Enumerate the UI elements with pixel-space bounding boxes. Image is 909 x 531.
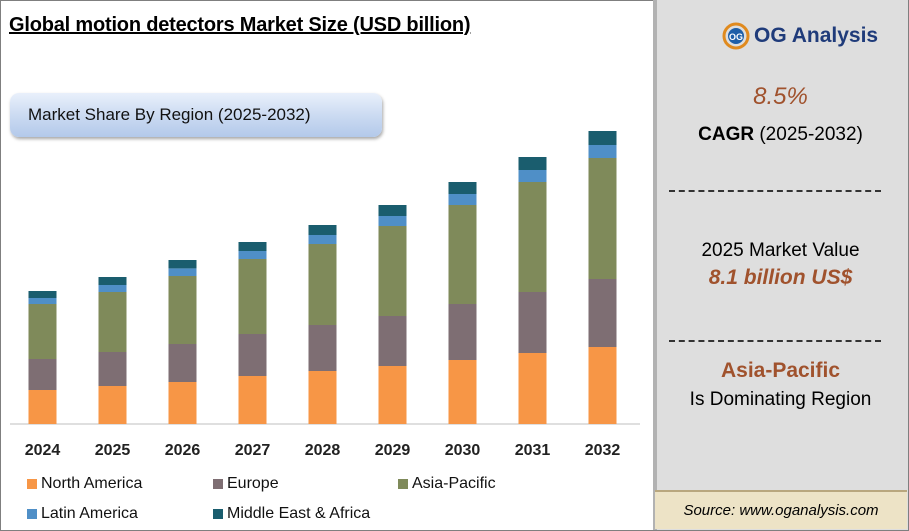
bar-segment-middle-east-africa-2025 xyxy=(98,277,127,285)
info-panel xyxy=(653,0,908,530)
legend-item: North America xyxy=(27,474,142,494)
x-tick-labels: 2024 2025 2026 2027 2028 2029 2030 2031 2032 xyxy=(25,442,621,459)
legend-swatch xyxy=(213,509,223,519)
bar-segment-north-america-2032 xyxy=(588,347,617,424)
bar-segment-middle-east-africa-2024 xyxy=(28,291,57,298)
bar-segment-asia-pacific-2028 xyxy=(308,244,337,325)
bar-segment-north-america-2024 xyxy=(28,390,57,424)
bar-segment-north-america-2028 xyxy=(308,371,337,424)
bar-segment-middle-east-africa-2032 xyxy=(588,131,617,145)
divider-2 xyxy=(669,340,881,342)
x-tick-label: 2028 xyxy=(305,442,341,459)
cagr-period: (2025-2032) xyxy=(754,124,863,145)
bar-segment-latin-america-2027 xyxy=(238,251,267,259)
legend-swatch xyxy=(398,479,408,489)
source-text: Source: www.oganalysis.com xyxy=(683,502,879,519)
bar-segment-north-america-2025 xyxy=(98,386,127,424)
bar-segment-middle-east-africa-2027 xyxy=(238,242,267,251)
brand-name: OG Analysis xyxy=(754,24,879,47)
bar-segment-asia-pacific-2029 xyxy=(378,226,407,316)
og-analysis-logo: OG OG Analysis xyxy=(722,22,878,50)
dominating-region-label: Is Dominating Region xyxy=(689,389,872,410)
bar-segment-europe-2028 xyxy=(308,325,337,371)
market-value-label: 2025 Market Value xyxy=(701,240,860,261)
bar-segment-asia-pacific-2031 xyxy=(518,182,547,292)
x-tick-label: 2025 xyxy=(95,442,131,459)
bar-segment-europe-2029 xyxy=(378,316,407,366)
logo-letters: OG xyxy=(729,32,743,42)
bar-segment-middle-east-africa-2026 xyxy=(168,260,197,269)
x-tick-label: 2024 xyxy=(25,442,61,459)
legend-swatch xyxy=(27,509,37,519)
legend-swatch xyxy=(27,479,37,489)
bar-segment-latin-america-2028 xyxy=(308,235,337,244)
bar-segment-asia-pacific-2027 xyxy=(238,259,267,334)
market-value: 8.1 billion US$ xyxy=(708,266,853,289)
bar-segment-asia-pacific-2030 xyxy=(448,205,477,304)
bar-segment-north-america-2027 xyxy=(238,376,267,424)
bar-segment-asia-pacific-2024 xyxy=(28,304,57,359)
bar-segment-middle-east-africa-2029 xyxy=(378,205,407,216)
cagr-label: CAGR xyxy=(698,124,755,145)
bar-segment-asia-pacific-2025 xyxy=(98,292,127,352)
legend-label: Middle East & Africa xyxy=(227,505,371,522)
legend-swatch xyxy=(213,479,223,489)
divider-1 xyxy=(669,190,881,192)
bar-segment-asia-pacific-2032 xyxy=(588,158,617,279)
legend-label: Latin America xyxy=(41,505,138,522)
stacked-bar-chart: 2024 2025 2026 2027 2028 2029 2030 2031 2032 xyxy=(10,131,640,459)
legend-item: Europe xyxy=(213,474,279,494)
x-tick-label: 2030 xyxy=(445,442,481,459)
bar-segment-europe-2026 xyxy=(168,344,197,382)
x-tick-label: 2026 xyxy=(165,442,201,459)
legend-label: North America xyxy=(41,475,143,492)
x-tick-label: 2027 xyxy=(235,442,271,459)
bar-segment-latin-america-2025 xyxy=(98,285,127,292)
bar-segment-north-america-2029 xyxy=(378,366,407,424)
bar-segment-europe-2031 xyxy=(518,292,547,353)
legend-label: Europe xyxy=(227,475,279,492)
bar-segment-north-america-2031 xyxy=(518,353,547,424)
bar-segment-europe-2032 xyxy=(588,279,617,347)
x-tick-label: 2031 xyxy=(515,442,551,459)
subtitle-box: Market Share By Region (2025-2032) xyxy=(10,93,382,137)
bar-segment-europe-2027 xyxy=(238,334,267,376)
bar-segment-europe-2024 xyxy=(28,359,57,390)
x-tick-label: 2032 xyxy=(585,442,621,459)
chart-title: Global motion detectors Market Size (USD… xyxy=(9,14,471,36)
og-analysis-logo-icon: OG xyxy=(722,22,750,50)
bars-group xyxy=(28,131,617,424)
legend-item: Middle East & Africa xyxy=(213,504,370,524)
bar-segment-latin-america-2026 xyxy=(168,268,197,276)
bar-segment-north-america-2030 xyxy=(448,360,477,424)
chart-subtitle: Market Share By Region (2025-2032) xyxy=(28,105,311,124)
bar-segment-europe-2025 xyxy=(98,352,127,386)
bar-segment-asia-pacific-2026 xyxy=(168,276,197,344)
legend-label: Asia-Pacific xyxy=(412,475,496,492)
bar-segment-north-america-2026 xyxy=(168,382,197,424)
bar-segment-middle-east-africa-2031 xyxy=(518,157,547,170)
bar-segment-latin-america-2031 xyxy=(518,170,547,182)
legend-item: Asia-Pacific xyxy=(398,474,496,494)
x-tick-label: 2029 xyxy=(375,442,411,459)
bar-segment-middle-east-africa-2030 xyxy=(448,182,477,194)
bar-segment-latin-america-2029 xyxy=(378,216,407,226)
cagr-value: 8.5% xyxy=(753,83,808,110)
bar-segment-latin-america-2024 xyxy=(28,298,57,304)
legend-item: Latin America xyxy=(27,504,138,524)
cagr-label-line: CAGR (2025-2032) xyxy=(653,124,908,146)
source-box: Source: www.oganalysis.com xyxy=(655,490,907,529)
bar-segment-latin-america-2032 xyxy=(588,145,617,158)
bar-segment-middle-east-africa-2028 xyxy=(308,225,337,235)
dominating-region: Asia-Pacific xyxy=(720,359,841,382)
bar-segment-europe-2030 xyxy=(448,304,477,360)
bar-segment-latin-america-2030 xyxy=(448,194,477,205)
